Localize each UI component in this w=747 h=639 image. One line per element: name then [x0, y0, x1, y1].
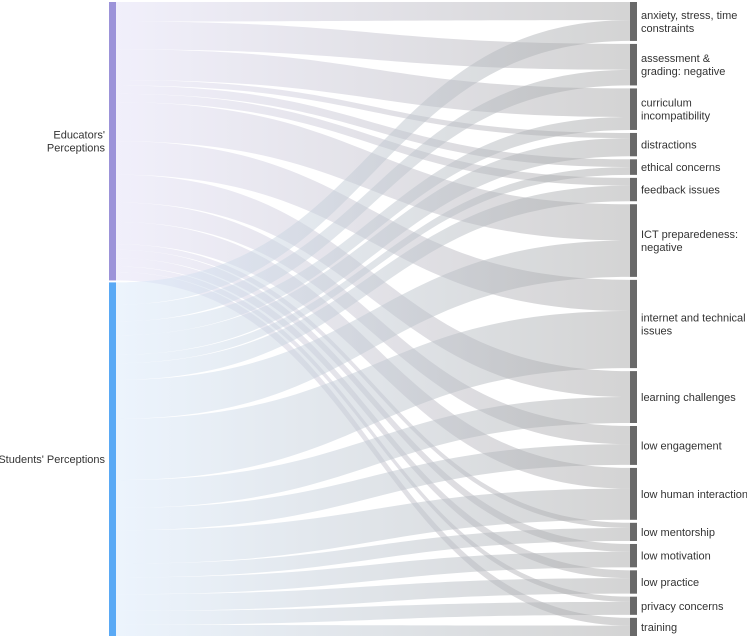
target-node-feedback[interactable]	[630, 177, 637, 202]
flow-students-curriculum[interactable]	[116, 116, 630, 336]
target-label-anxiety: constraints	[641, 23, 695, 35]
target-node-mentorship[interactable]	[630, 522, 637, 541]
target-label-assessment: assessment &	[641, 53, 711, 65]
flow-students-practice[interactable]	[116, 578, 630, 611]
flow-students-ict[interactable]	[116, 240, 630, 419]
flow-students-human[interactable]	[116, 488, 630, 564]
flow-educators-privacy[interactable]	[116, 266, 630, 602]
target-label-learning: learning challenges	[641, 392, 736, 404]
target-label-human: low human interaction	[641, 489, 747, 501]
target-node-ethical[interactable]	[630, 159, 637, 175]
target-node-learning[interactable]	[630, 371, 637, 423]
target-node-practice[interactable]	[630, 570, 637, 594]
source-label-educators: Perceptions	[47, 143, 106, 155]
target-label-mentorship: low mentorship	[641, 527, 715, 539]
target-label-internet: issues	[641, 325, 673, 337]
target-label-ethical: ethical concerns	[641, 162, 721, 174]
target-node-motivation[interactable]	[630, 543, 637, 568]
target-node-assessment[interactable]	[630, 43, 637, 86]
source-label-students: Students' Perceptions	[0, 454, 105, 466]
flow-students-engagement[interactable]	[116, 444, 630, 531]
target-label-training: training	[641, 622, 677, 634]
flow-educators-human[interactable]	[116, 221, 630, 489]
target-node-human[interactable]	[630, 467, 637, 520]
node-layer	[109, 2, 637, 636]
target-label-feedback: feedback issues	[641, 185, 720, 197]
flow-students-ethical[interactable]	[116, 167, 630, 364]
target-node-ict[interactable]	[630, 204, 637, 277]
flow-students-assessment[interactable]	[116, 69, 630, 322]
target-node-curriculum[interactable]	[630, 88, 637, 130]
target-label-curriculum: incompatibility	[641, 111, 711, 123]
flow-students-motivation[interactable]	[116, 551, 630, 595]
target-label-anxiety: anxiety, stress, time	[641, 10, 737, 22]
target-node-internet[interactable]	[630, 279, 637, 369]
target-label-assessment: grading: negative	[641, 66, 725, 78]
flow-educators-ethical[interactable]	[116, 85, 630, 168]
label-layer: Educators'Perceptions Students' Perceptio…	[0, 10, 747, 634]
flow-educators-anxiety[interactable]	[116, 2, 630, 22]
flow-educators-distractions[interactable]	[116, 79, 630, 139]
target-label-distractions: distractions	[641, 140, 697, 152]
flow-students-internet[interactable]	[116, 311, 630, 481]
target-node-privacy[interactable]	[630, 596, 637, 615]
flow-layer	[116, 2, 630, 636]
target-node-training[interactable]	[630, 617, 637, 636]
flow-students-feedback[interactable]	[116, 185, 630, 380]
flow-students-anxiety[interactable]	[116, 20, 630, 305]
flow-students-learning[interactable]	[116, 397, 630, 508]
target-node-anxiety[interactable]	[630, 2, 637, 41]
target-label-engagement: low engagement	[641, 440, 722, 452]
flow-educators-feedback[interactable]	[116, 93, 630, 186]
target-label-privacy: privacy concerns	[641, 601, 724, 613]
flow-students-privacy[interactable]	[116, 601, 630, 625]
flow-students-distractions[interactable]	[116, 138, 630, 355]
target-label-ict: negative	[641, 242, 683, 254]
target-node-engagement[interactable]	[630, 425, 637, 465]
flow-students-mentorship[interactable]	[116, 527, 630, 578]
target-label-internet: internet and technical	[641, 312, 746, 324]
flow-students-training[interactable]	[116, 624, 630, 636]
source-node-students[interactable]	[109, 282, 116, 636]
target-label-practice: low practice	[641, 577, 699, 589]
target-label-ict: ICT preparedeness:	[641, 229, 738, 241]
target-label-curriculum: curriculum	[641, 98, 692, 110]
target-node-distractions[interactable]	[630, 132, 637, 157]
source-node-educators[interactable]	[109, 2, 116, 281]
target-label-motivation: low motivation	[641, 551, 711, 563]
source-label-educators: Educators'	[53, 130, 105, 142]
